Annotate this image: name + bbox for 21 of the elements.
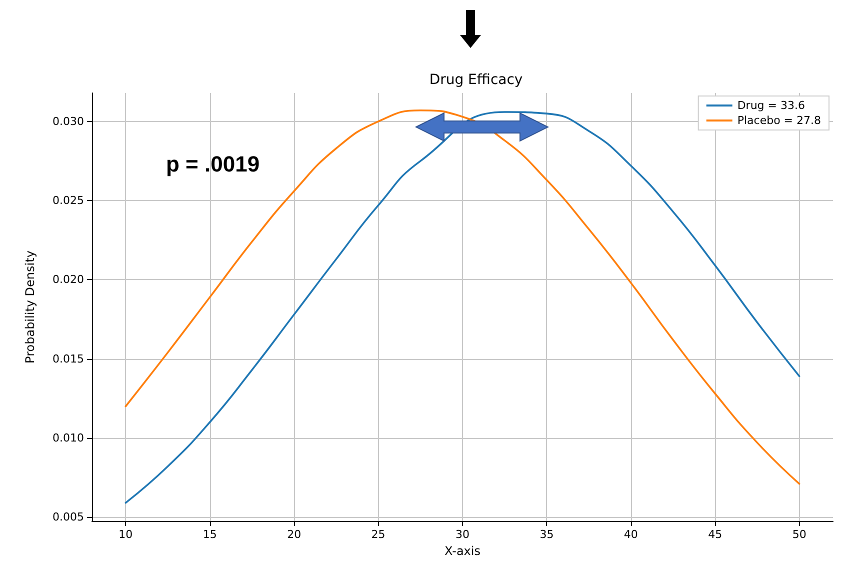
x-axis-title: X-axis [444, 544, 480, 558]
x-tick-label: 30 [456, 528, 470, 541]
y-tick-label: 0.015 [52, 352, 84, 366]
annotation: p = .0019 [166, 152, 260, 176]
y-tick-label: 0.025 [52, 194, 84, 208]
y-tick-label: 0.010 [52, 431, 84, 444]
y-tick-label: 0.005 [52, 510, 84, 524]
x-tick-label: 20 [287, 528, 302, 541]
legend-label: Placebo = 27.8 [737, 114, 822, 127]
x-tick-label: 10 [118, 528, 133, 541]
y-tick-label: 0.020 [52, 273, 84, 286]
y-tick-label: 0.030 [52, 114, 84, 128]
x-tick-label: 45 [708, 528, 722, 541]
legend-label: Drug = 33.6 [737, 99, 805, 112]
chart-title: Drug Efficacy [429, 72, 523, 88]
x-tick-label: 35 [540, 528, 554, 541]
x-tick-label: 40 [624, 528, 638, 541]
x-tick-label: 50 [792, 528, 806, 541]
x-tick-label: 25 [371, 528, 386, 541]
x-tick-label: 15 [202, 528, 217, 541]
y-axis-title: Probability Density [23, 250, 37, 364]
